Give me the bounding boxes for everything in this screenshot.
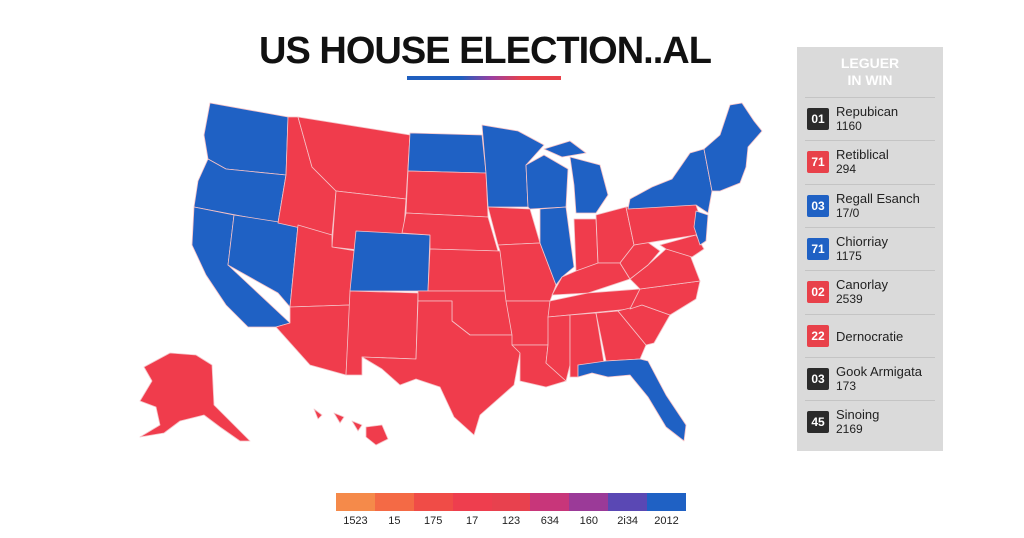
legend-item-name: Chiorriay (836, 233, 889, 249)
legend-badge: 02 (807, 281, 829, 304)
legend-item-name: Sinoing (836, 407, 880, 423)
state-arizona[interactable] (275, 304, 351, 376)
legend-item: 22 Dernocratie (805, 313, 935, 357)
legend-item: 03 Regall Esanch 17/0 (805, 183, 935, 227)
state-alaska[interactable] (139, 352, 251, 442)
legend-item-name: Retiblical (836, 147, 889, 163)
state-arkansas[interactable] (505, 300, 551, 346)
state-wisconsin[interactable] (525, 154, 569, 210)
legend-item-name: Regall Esanch (836, 190, 920, 206)
legend-item-value: 1160 (836, 119, 862, 133)
scale-segment (608, 493, 648, 511)
legend-panel: LEGUER IN WIN 01 Repubican 1160 71 Retiblica… (797, 47, 943, 451)
scale-label: 17 (465, 515, 479, 527)
state-hawaii[interactable] (313, 408, 389, 446)
scale-label: 15 (388, 515, 401, 527)
scale-segment (569, 493, 609, 511)
scale-label: 123 (501, 515, 521, 527)
legend-item-value: 2539 (836, 292, 863, 307)
legend-item-value: 294 (836, 162, 857, 177)
us-election-map (139, 102, 763, 446)
state-kansas[interactable] (427, 248, 507, 292)
legend-item-name: Canorlay (836, 277, 889, 293)
state-florida[interactable] (577, 358, 687, 442)
state-new-jersey[interactable] (693, 210, 709, 246)
legend-item-name: Gook Armigata (836, 363, 922, 379)
scale-segment (530, 493, 570, 511)
state-texas[interactable] (361, 300, 521, 436)
state-indiana[interactable] (573, 218, 599, 272)
legend-heading-line1: LEGUER (840, 55, 900, 71)
legend-item-name: Dernocratie (836, 328, 904, 344)
scale-label: 1523 (343, 515, 368, 527)
state-north-dakota[interactable] (407, 132, 487, 174)
state-maryland-delaware[interactable] (659, 234, 705, 258)
legend-badge: 01 (807, 108, 829, 130)
state-michigan[interactable] (543, 140, 609, 214)
scale-label: 175 (424, 515, 443, 527)
legend-item-name: Repubican (836, 104, 899, 119)
state-south-dakota[interactable] (405, 170, 489, 218)
state-colorado[interactable] (349, 230, 431, 292)
scale-label: 2012 (654, 515, 679, 527)
state-new-york[interactable] (627, 148, 713, 214)
legend-item: 03 Gook Armigata 173 (805, 356, 935, 400)
legend-badge: 45 (807, 411, 829, 434)
state-iowa[interactable] (487, 206, 541, 246)
scale-segment (452, 493, 492, 511)
state-new-england[interactable] (703, 102, 763, 192)
legend-item: 02 Canorlay 2539 (805, 270, 935, 313)
map-title: US HOUSE ELECTION..AL (259, 30, 712, 72)
legend-item-value: 2169 (836, 422, 863, 437)
legend-badge: 71 (807, 237, 829, 260)
legend-item-value: 17/0 (836, 205, 860, 220)
legend-badge: 03 (807, 194, 829, 217)
color-scale-labels: 1523 15 175 17 123 634 160 2i34 2012 (336, 515, 686, 529)
color-scale-bar (336, 493, 687, 511)
legend-item-value: 1175 (836, 248, 862, 263)
legend-item-value: 173 (836, 378, 857, 393)
legend-heading: LEGUER IN WIN (797, 55, 943, 89)
scale-segment (491, 493, 531, 511)
legend-item: 01 Repubican 1160 (805, 97, 935, 140)
scale-label: 160 (579, 515, 598, 527)
legend-badge: 71 (807, 151, 829, 174)
legend-item: 71 Chiorriay 1175 (805, 226, 935, 270)
scale-segment (413, 493, 453, 511)
scale-label: 634 (540, 515, 560, 527)
legend-badge: 03 (807, 367, 829, 390)
legend-badge: 22 (807, 324, 829, 347)
state-georgia[interactable] (595, 310, 647, 362)
scale-label: 2i34 (617, 515, 639, 527)
legend-item: 45 Sinoing 2169 (805, 400, 935, 443)
title-underline (407, 76, 561, 80)
legend-item: 71 Retiblical 294 (805, 140, 935, 183)
legend-heading-line2: IN WIN (847, 72, 893, 88)
scale-segment (374, 493, 414, 511)
scale-segment (647, 493, 687, 511)
scale-segment (336, 493, 375, 511)
